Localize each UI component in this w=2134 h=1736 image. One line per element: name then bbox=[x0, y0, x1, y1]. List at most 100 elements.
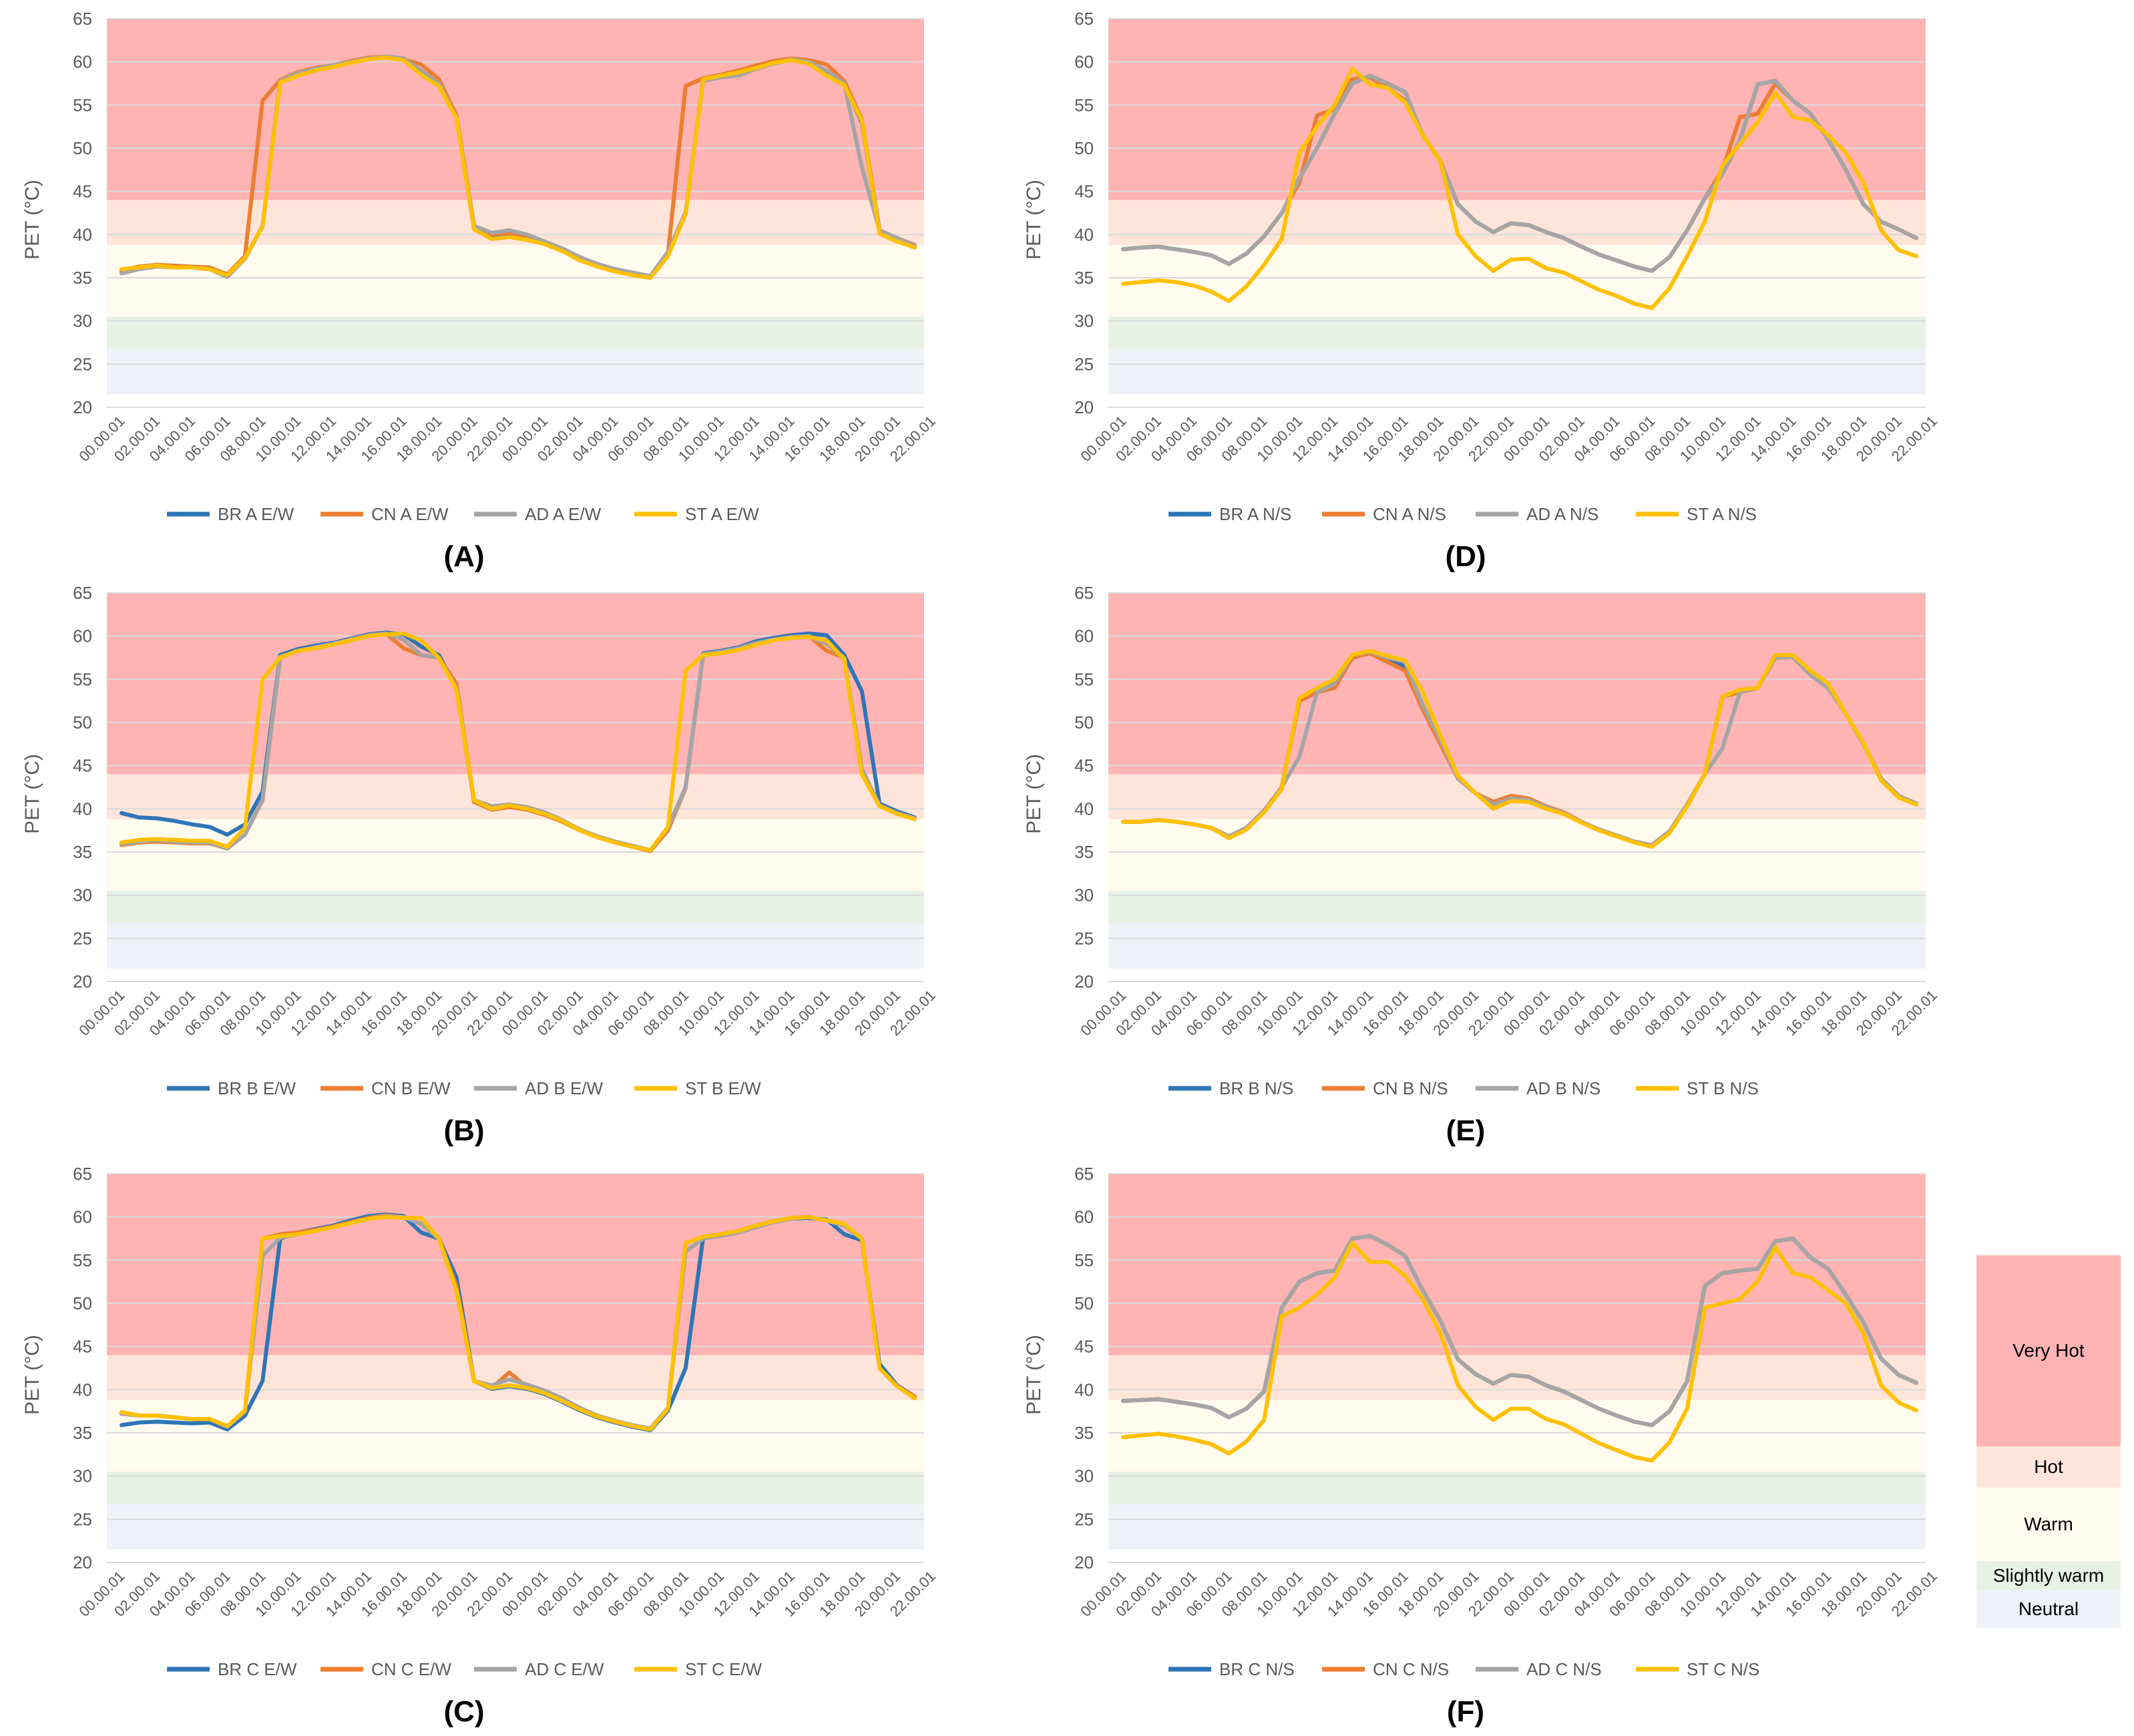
y-tick-label: 60 bbox=[73, 52, 92, 72]
chart-panel-d: 20 25 30 35 40 45 50 55 60 65 PET (°C) 00.00.01 02.0… bbox=[1015, 0, 2030, 574]
legend-entry: ST A E/W bbox=[685, 504, 759, 524]
legend-entry: AD B N/S bbox=[1526, 1078, 1600, 1098]
legend-entry: BR C N/S bbox=[1219, 1659, 1295, 1679]
series-line-ad bbox=[1121, 1234, 1918, 1428]
legend-entry: CN B E/W bbox=[371, 1078, 451, 1098]
y-axis-label: PET (°C) bbox=[21, 754, 43, 834]
y-tick-label: 60 bbox=[73, 1207, 92, 1227]
y-tick-label: 55 bbox=[1074, 669, 1094, 689]
series-line-st bbox=[120, 631, 917, 853]
zone-band bbox=[1108, 349, 1926, 395]
y-tick-label: 55 bbox=[1074, 1250, 1094, 1270]
y-tick-label: 60 bbox=[73, 626, 92, 646]
zone-band bbox=[1108, 891, 1926, 923]
legend-entry: BR B E/W bbox=[218, 1078, 296, 1098]
y-tick-label: 55 bbox=[73, 95, 92, 115]
chart-panel-f: 20 25 30 35 40 45 50 55 60 65 PET (°C) 00.00.01 02.0… bbox=[1015, 1155, 2030, 1729]
y-tick-label: 55 bbox=[73, 669, 92, 689]
y-tick-label: 30 bbox=[73, 1466, 92, 1486]
y-tick-label: 35 bbox=[73, 842, 92, 862]
series-line-st bbox=[1121, 648, 1918, 849]
y-tick-label: 40 bbox=[1074, 1379, 1094, 1399]
y-tick-label: 25 bbox=[1074, 1509, 1094, 1529]
y-tick-label: 25 bbox=[73, 928, 92, 948]
y-tick-label: 50 bbox=[73, 1293, 92, 1313]
y-axis-label: PET (°C) bbox=[21, 180, 43, 260]
chart-panel-a: 20 25 30 35 40 45 50 55 60 65 PET (°C) 00.00.01 02.0… bbox=[13, 0, 1028, 574]
y-tick-label: 30 bbox=[1074, 885, 1094, 905]
y-tick-label: 25 bbox=[73, 354, 92, 374]
legend-entry: BR B N/S bbox=[1219, 1078, 1293, 1098]
zone-band bbox=[107, 1174, 924, 1355]
y-tick-label: 55 bbox=[73, 1250, 92, 1270]
y-tick-label: 30 bbox=[1074, 311, 1094, 331]
y-tick-label: 60 bbox=[1074, 1207, 1094, 1227]
y-tick-label: 45 bbox=[73, 182, 92, 202]
y-tick-label: 25 bbox=[1074, 928, 1094, 948]
zone-band bbox=[1108, 593, 1926, 775]
series-line-st bbox=[120, 55, 917, 280]
zone-band bbox=[107, 19, 924, 200]
legend-entry: ST B E/W bbox=[685, 1078, 761, 1098]
chart-panel-e: 20 25 30 35 40 45 50 55 60 65 PET (°C) 00.00.01 02.0… bbox=[1015, 574, 2030, 1148]
y-tick-label: 40 bbox=[1074, 799, 1094, 819]
y-axis-label: PET (°C) bbox=[21, 1335, 43, 1415]
zone-legend-item: Slightly warm bbox=[1976, 1561, 2121, 1590]
zone-band bbox=[107, 349, 924, 395]
y-tick-label: 20 bbox=[1074, 397, 1094, 417]
panel-label: (E) bbox=[1446, 1114, 1486, 1147]
zone-band bbox=[1108, 1355, 1926, 1400]
y-tick-label: 20 bbox=[73, 1552, 92, 1572]
y-tick-label: 65 bbox=[73, 9, 92, 29]
zone-band bbox=[1108, 1504, 1926, 1550]
zone-band bbox=[107, 1472, 924, 1504]
chart-panel-b: 20 25 30 35 40 45 50 55 60 65 PET (°C) 00.00.01 02.0… bbox=[13, 574, 1028, 1148]
y-tick-label: 55 bbox=[1074, 95, 1094, 115]
y-tick-label: 50 bbox=[1074, 712, 1094, 732]
zone-band bbox=[107, 923, 924, 969]
y-tick-label: 35 bbox=[1074, 1423, 1094, 1443]
zone-band bbox=[1108, 244, 1926, 317]
comfort-zone-legend: Very Hot Hot Warm Slightly warm Neutral bbox=[1976, 1255, 2121, 1628]
y-axis-label: PET (°C) bbox=[1023, 1335, 1045, 1415]
legend-entry: ST B N/S bbox=[1687, 1078, 1759, 1098]
y-tick-label: 40 bbox=[1074, 224, 1094, 244]
series-line-ad bbox=[1121, 73, 1918, 273]
panel-label: (A) bbox=[443, 540, 484, 573]
y-tick-label: 45 bbox=[1074, 1337, 1094, 1357]
y-tick-label: 40 bbox=[73, 1379, 92, 1399]
series-line-st bbox=[120, 1215, 917, 1432]
zone-band bbox=[1108, 1472, 1926, 1504]
series-line-st bbox=[1121, 67, 1918, 310]
y-tick-label: 65 bbox=[1074, 9, 1094, 29]
y-tick-label: 60 bbox=[1074, 52, 1094, 72]
panel-label: (B) bbox=[443, 1114, 484, 1147]
y-tick-label: 20 bbox=[73, 397, 92, 417]
y-tick-label: 45 bbox=[73, 1337, 92, 1357]
zone-legend-item: Neutral bbox=[1976, 1590, 2121, 1628]
legend-entry: BR C E/W bbox=[218, 1659, 297, 1679]
panel-label: (C) bbox=[443, 1695, 484, 1728]
y-tick-label: 45 bbox=[73, 756, 92, 776]
legend-entry: AD C N/S bbox=[1526, 1659, 1602, 1679]
y-tick-label: 50 bbox=[1074, 1293, 1094, 1313]
zone-band bbox=[1108, 1399, 1926, 1472]
zone-band bbox=[107, 819, 924, 891]
chart-panel-c: 20 25 30 35 40 45 50 55 60 65 PET (°C) 00.00.01 02.0… bbox=[13, 1155, 1028, 1729]
y-tick-label: 20 bbox=[1074, 1552, 1094, 1572]
y-tick-label: 35 bbox=[1074, 268, 1094, 288]
y-tick-label: 45 bbox=[1074, 756, 1094, 776]
y-axis-label: PET (°C) bbox=[1023, 754, 1045, 834]
legend-entry: ST A N/S bbox=[1687, 504, 1757, 524]
y-tick-label: 50 bbox=[73, 138, 92, 158]
y-tick-label: 25 bbox=[1074, 354, 1094, 374]
legend-entry: AD A E/W bbox=[525, 504, 602, 524]
zone-legend-item: Hot bbox=[1976, 1446, 2121, 1488]
y-tick-label: 30 bbox=[73, 311, 92, 331]
zone-band bbox=[107, 891, 924, 923]
zone-band bbox=[107, 1399, 924, 1472]
